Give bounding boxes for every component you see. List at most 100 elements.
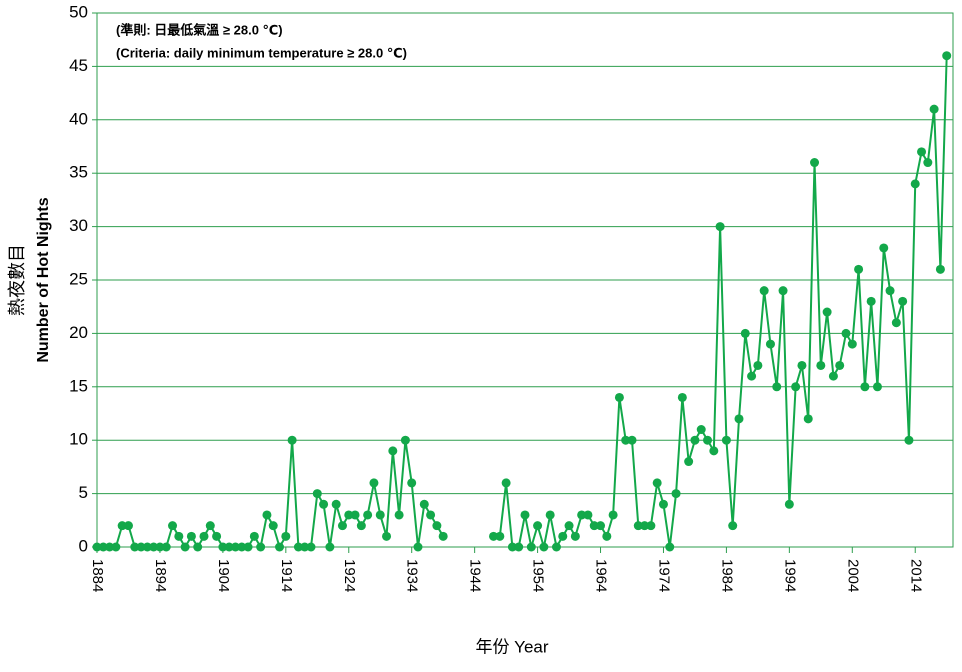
data-point xyxy=(394,510,404,520)
x-axis-label: 年份 Year xyxy=(475,637,548,656)
data-point xyxy=(684,457,694,467)
data-point xyxy=(149,542,159,552)
data-point xyxy=(696,425,706,435)
data-point xyxy=(432,521,442,531)
x-tick-label: 1964 xyxy=(593,559,610,592)
data-point xyxy=(866,296,876,306)
data-point xyxy=(872,382,882,392)
data-point xyxy=(180,542,190,552)
data-point xyxy=(105,542,115,552)
data-point xyxy=(891,318,901,328)
data-point xyxy=(337,521,347,531)
data-point xyxy=(489,531,499,541)
data-point xyxy=(281,531,291,541)
data-point xyxy=(690,435,700,445)
data-point xyxy=(778,286,788,296)
data-point xyxy=(275,542,285,552)
data-point xyxy=(847,339,857,349)
data-point xyxy=(646,521,656,531)
data-point xyxy=(621,435,631,445)
data-point xyxy=(545,510,555,520)
data-point xyxy=(293,542,303,552)
data-point xyxy=(917,147,927,157)
data-point xyxy=(759,286,769,296)
data-point xyxy=(898,296,908,306)
y-tick-label: 10 xyxy=(69,430,88,449)
data-point xyxy=(740,328,750,338)
data-point xyxy=(287,435,297,445)
data-point xyxy=(300,542,310,552)
data-point xyxy=(256,542,266,552)
data-point xyxy=(526,542,536,552)
data-point xyxy=(602,531,612,541)
data-point xyxy=(539,542,549,552)
data-point xyxy=(935,264,945,274)
data-point xyxy=(658,499,668,509)
data-point xyxy=(822,307,832,317)
annotation: (Criteria: daily minimum temperature ≥ 2… xyxy=(116,45,407,60)
data-point xyxy=(721,435,731,445)
data-point xyxy=(671,489,681,499)
y-tick-label: 5 xyxy=(79,483,88,502)
data-point xyxy=(514,542,524,552)
data-point xyxy=(520,510,530,520)
data-point xyxy=(212,531,222,541)
data-point xyxy=(885,286,895,296)
data-point xyxy=(356,521,366,531)
data-point xyxy=(589,521,599,531)
data-point xyxy=(218,542,228,552)
data-point xyxy=(633,521,643,531)
data-point xyxy=(92,542,102,552)
x-tick-label: 1954 xyxy=(530,559,547,592)
data-point xyxy=(325,542,335,552)
data-point xyxy=(765,339,775,349)
data-point xyxy=(413,542,423,552)
data-point xyxy=(854,264,864,274)
data-point xyxy=(533,521,543,531)
y-axis-label: Number of Hot Nights xyxy=(35,197,52,362)
data-point xyxy=(142,542,152,552)
y-axis-label: 熱夜數目 xyxy=(7,244,27,316)
data-point xyxy=(614,392,624,402)
y-tick-label: 40 xyxy=(69,109,88,128)
data-point xyxy=(577,510,587,520)
x-tick-label: 1994 xyxy=(781,559,798,592)
data-point xyxy=(841,328,851,338)
data-point xyxy=(193,542,203,552)
data-point xyxy=(344,510,354,520)
y-tick-label: 45 xyxy=(69,56,88,75)
data-point xyxy=(400,435,410,445)
data-point xyxy=(111,542,121,552)
data-point xyxy=(772,382,782,392)
data-point xyxy=(910,179,920,189)
data-point xyxy=(564,521,574,531)
data-point xyxy=(923,158,933,168)
data-point xyxy=(237,542,247,552)
data-point xyxy=(262,510,272,520)
data-point xyxy=(123,521,133,531)
data-point xyxy=(382,531,392,541)
data-point xyxy=(174,531,184,541)
data-point xyxy=(797,360,807,370)
plot-frame xyxy=(96,12,954,548)
x-tick-label: 2004 xyxy=(844,559,861,592)
data-point xyxy=(369,478,379,488)
data-point xyxy=(319,499,329,509)
data-point xyxy=(784,499,794,509)
y-tick-label: 30 xyxy=(69,216,88,235)
data-point xyxy=(747,371,757,381)
data-point xyxy=(583,510,593,520)
x-tick-label: 1904 xyxy=(215,559,232,592)
data-point xyxy=(608,510,618,520)
data-point xyxy=(501,478,511,488)
data-point xyxy=(136,542,146,552)
data-point xyxy=(388,446,398,456)
data-point xyxy=(98,542,108,552)
data-point xyxy=(596,521,606,531)
data-point xyxy=(199,531,209,541)
data-point xyxy=(306,542,316,552)
data-point xyxy=(551,542,561,552)
y-tick-label: 15 xyxy=(69,376,88,395)
data-point xyxy=(860,382,870,392)
